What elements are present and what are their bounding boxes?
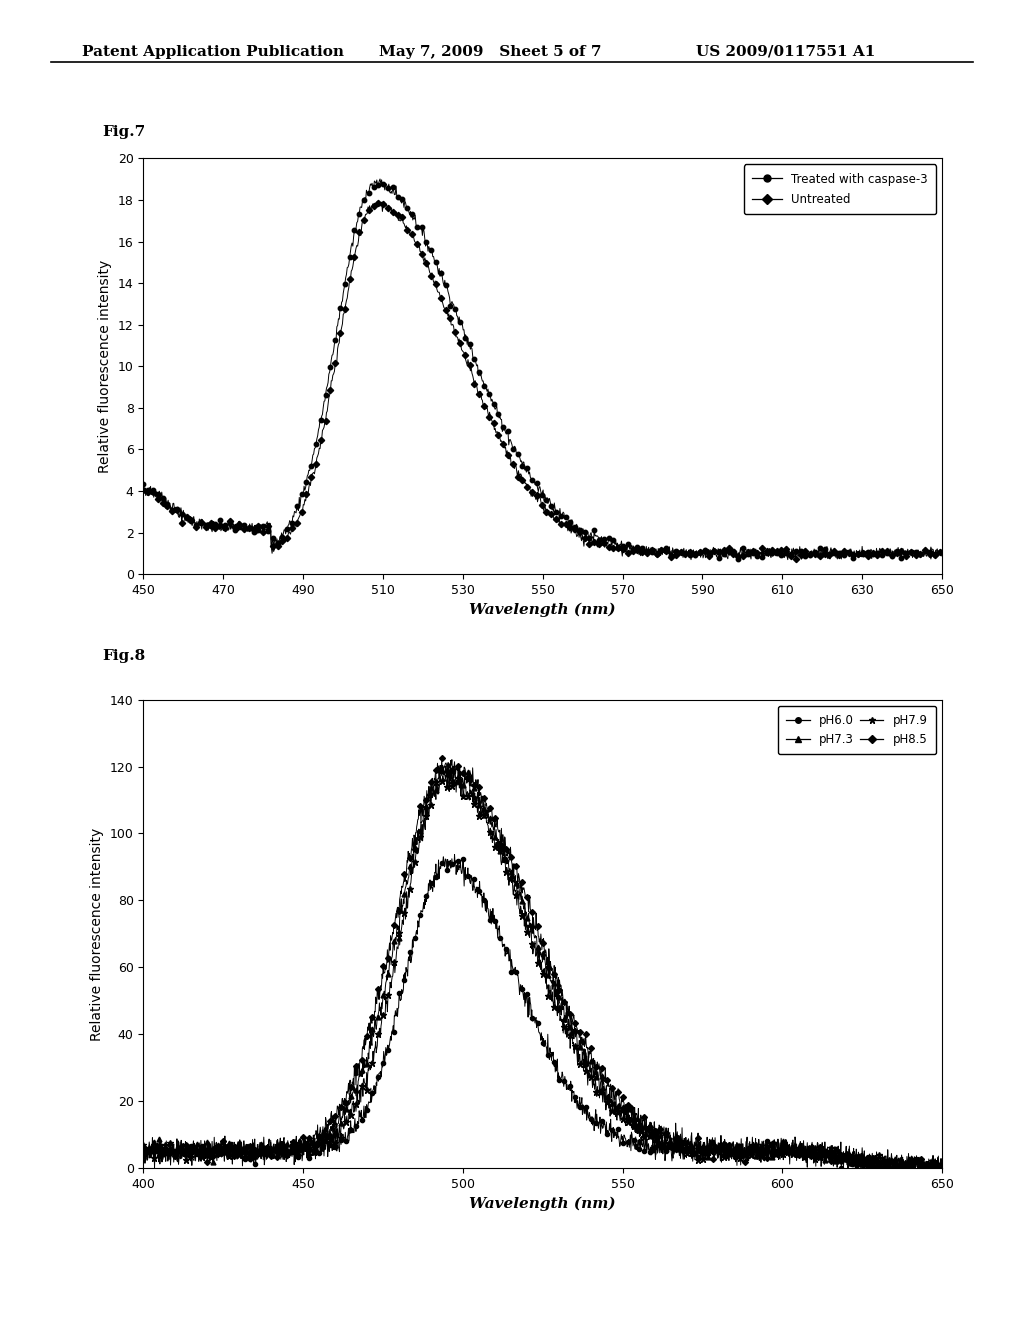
Legend: Treated with caspase-3, Untreated: Treated with caspase-3, Untreated [744, 164, 936, 214]
Legend: pH6.0, pH7.3, pH7.9, pH8.5: pH6.0, pH7.3, pH7.9, pH8.5 [778, 705, 936, 754]
Text: Fig.7: Fig.7 [102, 125, 145, 140]
Text: May 7, 2009   Sheet 5 of 7: May 7, 2009 Sheet 5 of 7 [379, 45, 601, 59]
X-axis label: Wavelength (nm): Wavelength (nm) [469, 1196, 616, 1210]
Text: US 2009/0117551 A1: US 2009/0117551 A1 [696, 45, 876, 59]
Y-axis label: Relative fluorescence intensity: Relative fluorescence intensity [90, 828, 104, 1040]
Text: Fig.8: Fig.8 [102, 649, 145, 664]
Text: Patent Application Publication: Patent Application Publication [82, 45, 344, 59]
X-axis label: Wavelength (nm): Wavelength (nm) [469, 602, 616, 616]
Y-axis label: Relative fluorescence intensity: Relative fluorescence intensity [98, 260, 113, 473]
